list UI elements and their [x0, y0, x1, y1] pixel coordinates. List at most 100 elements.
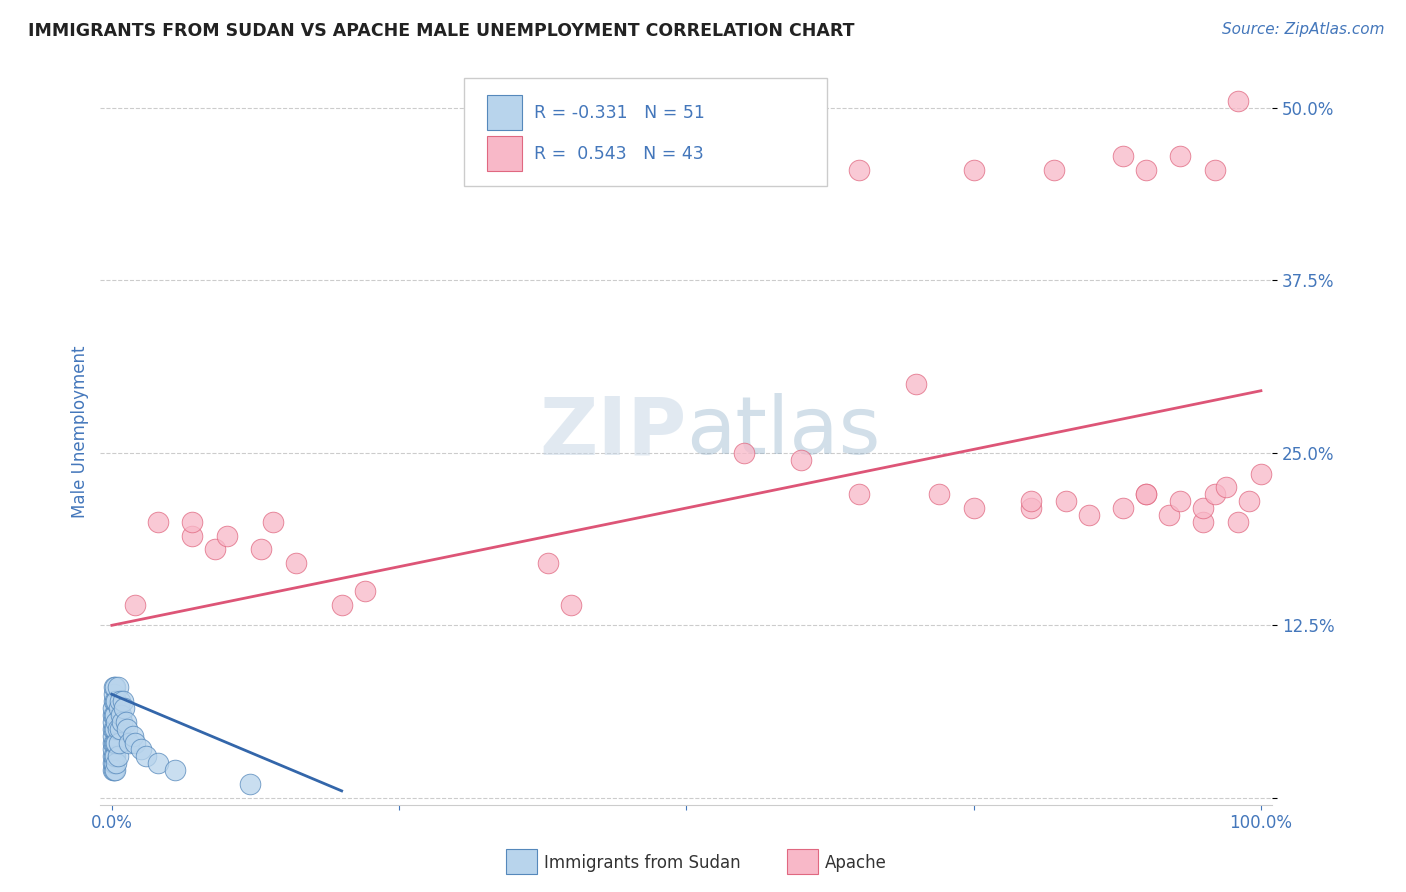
Point — [1135, 487, 1157, 501]
Point — [101, 756, 124, 771]
Point — [121, 729, 143, 743]
Point — [104, 763, 127, 777]
Point — [1250, 467, 1272, 481]
Point — [105, 735, 128, 749]
Point — [111, 714, 134, 729]
Point — [104, 694, 127, 708]
Point — [1112, 501, 1135, 516]
Point — [105, 756, 128, 771]
Point — [103, 763, 125, 777]
Point — [1170, 494, 1192, 508]
Point — [1043, 163, 1066, 178]
Point — [107, 681, 129, 695]
Text: R =  0.543   N = 43: R = 0.543 N = 43 — [534, 145, 704, 163]
Point — [108, 722, 131, 736]
Point — [101, 714, 124, 729]
Point — [962, 501, 984, 516]
Point — [101, 749, 124, 764]
Point — [124, 598, 146, 612]
Point — [103, 694, 125, 708]
Bar — [486, 136, 522, 171]
Point — [112, 694, 135, 708]
Point — [353, 583, 375, 598]
Point — [104, 735, 127, 749]
Y-axis label: Male Unemployment: Male Unemployment — [72, 346, 89, 518]
Point — [181, 515, 204, 529]
Point — [103, 735, 125, 749]
Point — [101, 722, 124, 736]
Point — [103, 749, 125, 764]
Point — [163, 763, 186, 777]
Point — [733, 446, 755, 460]
Point — [1054, 494, 1077, 508]
Point — [250, 542, 273, 557]
Point — [110, 708, 132, 723]
Point — [146, 515, 169, 529]
Point — [1077, 508, 1099, 522]
Point — [928, 487, 950, 501]
Point — [107, 735, 129, 749]
Point — [107, 749, 129, 764]
Point — [105, 694, 128, 708]
Point — [848, 487, 870, 501]
Point — [560, 598, 582, 612]
Point — [1112, 149, 1135, 163]
Point — [1019, 494, 1042, 508]
Point — [108, 694, 131, 708]
Point — [104, 722, 127, 736]
Point — [146, 756, 169, 771]
Point — [101, 763, 124, 777]
Point — [1157, 508, 1180, 522]
Point — [105, 714, 128, 729]
Point — [101, 742, 124, 756]
Point — [239, 777, 262, 791]
Point — [1192, 501, 1215, 516]
Point — [103, 756, 125, 771]
Point — [104, 681, 127, 695]
Point — [103, 722, 125, 736]
Point — [848, 163, 870, 178]
Point — [1239, 494, 1261, 508]
Point — [118, 735, 141, 749]
Text: ZIP: ZIP — [538, 393, 686, 471]
Point — [115, 722, 138, 736]
Point — [107, 701, 129, 715]
Point — [1135, 163, 1157, 178]
Point — [1019, 501, 1042, 516]
Point — [104, 749, 127, 764]
Point — [537, 556, 560, 570]
Text: Source: ZipAtlas.com: Source: ZipAtlas.com — [1222, 22, 1385, 37]
Point — [1204, 487, 1226, 501]
Point — [204, 542, 226, 557]
Point — [1215, 480, 1237, 494]
Text: Immigrants from Sudan: Immigrants from Sudan — [544, 855, 741, 872]
Point — [1226, 515, 1249, 529]
Point — [905, 376, 928, 391]
Point — [790, 452, 813, 467]
Point — [124, 735, 146, 749]
Point — [107, 722, 129, 736]
Point — [284, 556, 307, 570]
Point — [103, 708, 125, 723]
Point — [101, 701, 124, 715]
Point — [103, 687, 125, 701]
Text: IMMIGRANTS FROM SUDAN VS APACHE MALE UNEMPLOYMENT CORRELATION CHART: IMMIGRANTS FROM SUDAN VS APACHE MALE UNE… — [28, 22, 855, 40]
Point — [1135, 487, 1157, 501]
Text: Apache: Apache — [825, 855, 887, 872]
Point — [114, 701, 136, 715]
Text: atlas: atlas — [686, 393, 880, 471]
Point — [1170, 149, 1192, 163]
Point — [103, 681, 125, 695]
Point — [1192, 515, 1215, 529]
Point — [215, 528, 238, 542]
FancyBboxPatch shape — [464, 78, 827, 186]
Point — [262, 515, 284, 529]
Point — [129, 742, 152, 756]
Point — [101, 708, 124, 723]
Point — [101, 729, 124, 743]
Point — [104, 708, 127, 723]
Text: R = -0.331   N = 51: R = -0.331 N = 51 — [534, 103, 704, 121]
Bar — [486, 95, 522, 130]
Point — [1204, 163, 1226, 178]
Point — [330, 598, 353, 612]
